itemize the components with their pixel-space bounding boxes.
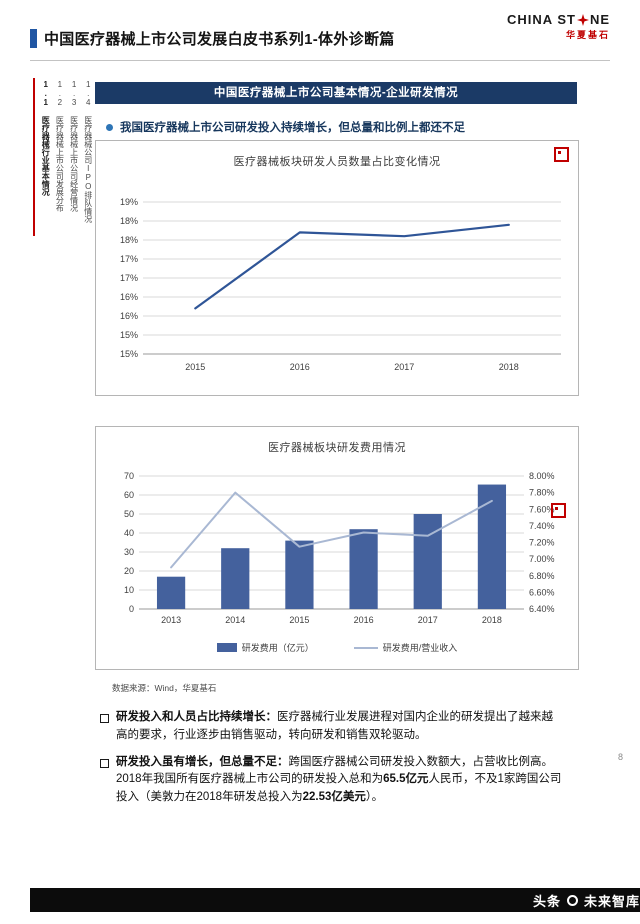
svg-text:6.40%: 6.40% bbox=[529, 604, 555, 614]
note-2-p3: ）。 bbox=[365, 791, 384, 804]
legend-item-line: 研发费用/营业收入 bbox=[353, 641, 458, 654]
note-2-b2: 22.53亿美元 bbox=[302, 791, 366, 804]
note-2-lead: 研发投入虽有增长，但总量不足： bbox=[116, 755, 289, 768]
chart1-container: 医疗器械板块研发人员数量占比变化情况 15% 15% 16% 16% 17% 17% 18%… bbox=[95, 140, 579, 396]
svg-text:7.20%: 7.20% bbox=[529, 538, 555, 548]
svg-text:70: 70 bbox=[124, 471, 134, 481]
toc-item-4: 1.4 医疗器械公司IPO排队情况 bbox=[83, 80, 93, 223]
svg-text:16%: 16% bbox=[120, 292, 138, 302]
chart2-container: 医疗器械板块研发费用情况 0 10 20 30 40 50 60 70 6.40% 6.60% 6.… bbox=[95, 426, 579, 670]
key-point: 我国医疗器械上市公司研发投入持续增长，但总量和比例上都还不足 bbox=[106, 119, 465, 135]
svg-text:7.40%: 7.40% bbox=[529, 521, 555, 531]
title-accent-bar bbox=[30, 29, 37, 48]
note-2-p2: 人民币，不及1家跨国公司投入（美敦力在2018年研发总投入为 bbox=[116, 773, 562, 804]
svg-text:15%: 15% bbox=[120, 330, 138, 340]
svg-text:6.80%: 6.80% bbox=[529, 571, 555, 581]
svg-text:17%: 17% bbox=[120, 254, 138, 264]
chart1-plot: 15% 15% 16% 16% 17% 17% 18% 18% 19% 2015 2016 2017 2… bbox=[96, 189, 578, 377]
svg-text:6.60%: 6.60% bbox=[529, 587, 555, 597]
svg-text:7.60%: 7.60% bbox=[529, 504, 555, 514]
svg-text:2018: 2018 bbox=[499, 362, 519, 372]
svg-text:2015: 2015 bbox=[289, 615, 309, 625]
notes-block: 研发投入和人员占比持续增长：医疗器械行业发展进程对国内企业的研发提出了越来越高的… bbox=[100, 709, 562, 816]
svg-text:20: 20 bbox=[124, 566, 134, 576]
svg-text:60: 60 bbox=[124, 490, 134, 500]
seal-icon bbox=[551, 503, 566, 518]
toc-item-2: 1.2 医疗器械上市公司发展分布 bbox=[55, 80, 65, 212]
note-text-1: 研发投入和人员占比持续增长：医疗器械行业发展进程对国内企业的研发提出了越来越高的… bbox=[116, 709, 562, 745]
note-2-b1: 65.5亿元 bbox=[383, 773, 429, 786]
chart2-title: 医疗器械板块研发费用情况 bbox=[268, 442, 406, 454]
brand-logo: CHINA ST NE 华夏基石 bbox=[507, 12, 610, 41]
header-divider bbox=[30, 60, 610, 61]
bar-swatch-icon bbox=[216, 643, 237, 652]
chart2-plot: 0 10 20 30 40 50 60 70 6.40% 6.60% 6.80% 7.00% 7.20%… bbox=[96, 463, 578, 629]
chart1-title: 医疗器械板块研发人员数量占比变化情况 bbox=[233, 156, 441, 168]
svg-text:50: 50 bbox=[124, 509, 134, 519]
chart2-legend: 研发费用（亿元） 研发费用/营业收入 bbox=[96, 641, 578, 654]
svg-text:2015: 2015 bbox=[185, 362, 205, 372]
square-bullet-icon bbox=[100, 758, 109, 768]
key-point-text: 我国医疗器械上市公司研发投入持续增长，但总量和比例上都还不足 bbox=[120, 122, 465, 134]
svg-text:2014: 2014 bbox=[225, 615, 245, 625]
logo-text-left: CHINA ST bbox=[507, 12, 576, 27]
svg-text:2016: 2016 bbox=[354, 615, 374, 625]
svg-text:8.00%: 8.00% bbox=[529, 471, 555, 481]
svg-text:7.80%: 7.80% bbox=[529, 488, 555, 498]
star-icon bbox=[576, 13, 589, 26]
svg-text:17%: 17% bbox=[120, 273, 138, 283]
note-2-p1: 跨国医疗器械公司研发投入数额大，占营收比例高。2018年我国所有医疗器械上市公司… bbox=[116, 755, 553, 786]
sidebar-red-line bbox=[33, 78, 35, 236]
svg-text:7.00%: 7.00% bbox=[529, 554, 555, 564]
svg-text:19%: 19% bbox=[120, 197, 138, 207]
section-banner: 中国医疗器械上市公司基本情况-企业研发情况 bbox=[95, 82, 577, 104]
watermark-name: 未来智库 bbox=[583, 893, 640, 909]
svg-text:0: 0 bbox=[129, 604, 134, 614]
legend-label-line: 研发费用/营业收入 bbox=[382, 643, 458, 653]
note-1-lead: 研发投入和人员占比持续增长： bbox=[116, 711, 277, 723]
note-1-body: 医疗器械行业发展进程对国内企业的研发提出了越来越高的要求，行业逐步由销售驱动，转… bbox=[116, 711, 553, 741]
toc-item-3: 1.3 医疗器械上市公司经营情况 bbox=[69, 80, 79, 212]
watermark-prefix: 头条 bbox=[532, 893, 561, 909]
brand-logo-subtext: 华夏基石 bbox=[565, 30, 610, 40]
svg-text:16%: 16% bbox=[120, 311, 138, 321]
page-number: 8 bbox=[618, 752, 624, 762]
page-title: 中国医疗器械上市公司发展白皮书系列1-体外诊断篇 bbox=[44, 31, 395, 48]
svg-text:2018: 2018 bbox=[482, 615, 502, 625]
toc-item-1: 1.1 医疗器械行业基本情况 bbox=[41, 80, 51, 196]
seal-icon bbox=[554, 147, 569, 162]
note-text-2: 研发投入虽有增长，但总量不足：跨国医疗器械公司研发投入数额大，占营收比例高。20… bbox=[116, 754, 562, 807]
svg-text:2017: 2017 bbox=[418, 615, 438, 625]
svg-text:10: 10 bbox=[124, 585, 134, 595]
svg-text:2016: 2016 bbox=[290, 362, 310, 372]
svg-text:15%: 15% bbox=[120, 349, 138, 359]
note-item-1: 研发投入和人员占比持续增长：医疗器械行业发展进程对国内企业的研发提出了越来越高的… bbox=[100, 709, 562, 745]
svg-text:40: 40 bbox=[124, 528, 134, 538]
square-bullet-icon bbox=[100, 714, 109, 723]
note-item-2: 研发投入虽有增长，但总量不足：跨国医疗器械公司研发投入数额大，占营收比例高。20… bbox=[100, 754, 562, 807]
legend-item-bar: 研发费用（亿元） bbox=[216, 641, 314, 654]
svg-text:18%: 18% bbox=[120, 216, 138, 226]
brand-logo-text: CHINA ST NE bbox=[507, 12, 610, 27]
watermark-logo-icon bbox=[566, 894, 578, 906]
svg-text:2017: 2017 bbox=[394, 362, 414, 372]
svg-text:30: 30 bbox=[124, 547, 134, 557]
watermark-bar: 头条 未来智库 bbox=[30, 888, 640, 912]
toc-sidebar: 1.1 医疗器械行业基本情况 1.2 医疗器械上市公司发展分布 1.3 医疗器械… bbox=[41, 80, 93, 244]
svg-text:18%: 18% bbox=[120, 235, 138, 245]
data-source-note: 数据来源：Wind，华夏基石 bbox=[112, 683, 217, 693]
logo-text-right: NE bbox=[589, 12, 610, 27]
line-swatch-icon bbox=[353, 646, 378, 649]
legend-label-bar: 研发费用（亿元） bbox=[241, 643, 314, 653]
bullet-dot-icon bbox=[106, 123, 113, 131]
svg-text:2013: 2013 bbox=[161, 615, 181, 625]
